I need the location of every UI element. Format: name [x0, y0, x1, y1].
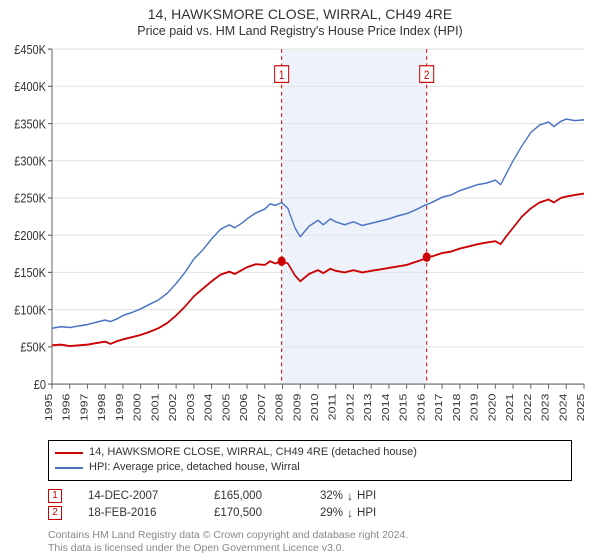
footer-attribution: Contains HM Land Registry data © Crown c… — [48, 529, 572, 556]
svg-text:£0: £0 — [34, 377, 46, 392]
marker-row: 1 14-DEC-2007 £165,000 32%↓HPI — [48, 489, 572, 503]
svg-text:£350K: £350K — [14, 116, 46, 131]
chart-svg: £0 £50K £100K £150K £200K £250K £300K £350K £400… — [8, 42, 592, 434]
svg-text:£150K: £150K — [14, 265, 46, 280]
svg-text:2000: 2000 — [132, 394, 143, 422]
chart-plot-area: £0 £50K £100K £150K £200K £250K £300K £350K £400… — [8, 42, 592, 434]
svg-text:£50K: £50K — [20, 340, 46, 355]
legend-label: 14, HAWKSMORE CLOSE, WIRRAL, CH49 4RE (d… — [89, 445, 417, 460]
legend-swatch — [55, 452, 83, 454]
svg-text:2005: 2005 — [221, 394, 232, 422]
svg-text:2001: 2001 — [150, 394, 161, 422]
svg-text:2007: 2007 — [257, 394, 268, 422]
svg-text:£400K: £400K — [14, 79, 46, 94]
svg-text:2022: 2022 — [523, 394, 534, 422]
legend-item: 14, HAWKSMORE CLOSE, WIRRAL, CH49 4RE (d… — [55, 445, 565, 460]
svg-text:£300K: £300K — [14, 154, 46, 169]
marker-badge: 1 — [48, 489, 62, 503]
svg-text:2025: 2025 — [576, 394, 587, 422]
chart-title: 14, HAWKSMORE CLOSE, WIRRAL, CH49 4RE — [8, 6, 592, 22]
svg-text:2013: 2013 — [363, 394, 374, 422]
svg-text:1995: 1995 — [44, 394, 55, 422]
svg-text:2017: 2017 — [434, 394, 445, 422]
footer-line-1: Contains HM Land Registry data © Crown c… — [48, 529, 572, 543]
legend-label: HPI: Average price, detached house, Wirr… — [89, 460, 300, 475]
svg-text:£200K: £200K — [14, 228, 46, 243]
marker-date: 14-DEC-2007 — [88, 490, 188, 502]
svg-text:2015: 2015 — [398, 394, 409, 422]
footer-line-2: This data is licensed under the Open Gov… — [48, 542, 572, 556]
svg-text:1998: 1998 — [97, 394, 108, 422]
svg-text:2012: 2012 — [345, 394, 356, 422]
svg-text:£100K: £100K — [14, 302, 46, 317]
svg-text:2021: 2021 — [505, 394, 516, 422]
svg-text:2020: 2020 — [487, 394, 498, 422]
svg-text:1999: 1999 — [115, 394, 126, 422]
marker-delta: 32%↓HPI — [320, 489, 376, 503]
svg-text:1: 1 — [279, 69, 285, 82]
svg-text:£450K: £450K — [14, 42, 46, 57]
chart-container: 14, HAWKSMORE CLOSE, WIRRAL, CH49 4RE Pr… — [0, 0, 600, 560]
svg-text:2016: 2016 — [416, 394, 427, 422]
svg-text:2: 2 — [424, 69, 430, 82]
svg-text:2008: 2008 — [274, 394, 285, 422]
svg-text:2018: 2018 — [452, 394, 463, 422]
svg-text:2024: 2024 — [558, 393, 569, 421]
legend-item: HPI: Average price, detached house, Wirr… — [55, 460, 565, 475]
sale-markers-table: 1 14-DEC-2007 £165,000 32%↓HPI 2 18-FEB-2016 £… — [48, 489, 572, 523]
marker-delta: 29%↓HPI — [320, 506, 376, 520]
svg-text:1996: 1996 — [62, 394, 73, 422]
svg-text:£250K: £250K — [14, 191, 46, 206]
svg-text:2011: 2011 — [328, 394, 339, 421]
svg-text:1997: 1997 — [79, 394, 90, 422]
svg-text:2010: 2010 — [310, 394, 321, 422]
legend: 14, HAWKSMORE CLOSE, WIRRAL, CH49 4RE (d… — [48, 440, 572, 481]
marker-price: £165,000 — [214, 490, 294, 502]
svg-text:2003: 2003 — [186, 394, 197, 422]
chart-subtitle: Price paid vs. HM Land Registry's House … — [8, 24, 592, 38]
svg-text:2006: 2006 — [239, 394, 250, 422]
arrow-down-icon: ↓ — [347, 506, 353, 520]
arrow-down-icon: ↓ — [347, 489, 353, 503]
marker-row: 2 18-FEB-2016 £170,500 29%↓HPI — [48, 506, 572, 520]
marker-price: £170,500 — [214, 507, 294, 519]
svg-text:2004: 2004 — [203, 393, 214, 421]
marker-badge: 2 — [48, 506, 62, 520]
svg-text:2019: 2019 — [469, 394, 480, 422]
svg-text:2014: 2014 — [381, 393, 392, 421]
svg-text:2009: 2009 — [292, 394, 303, 422]
marker-date: 18-FEB-2016 — [88, 507, 188, 519]
legend-swatch — [55, 467, 83, 469]
svg-text:2023: 2023 — [540, 394, 551, 422]
svg-text:2002: 2002 — [168, 394, 179, 422]
